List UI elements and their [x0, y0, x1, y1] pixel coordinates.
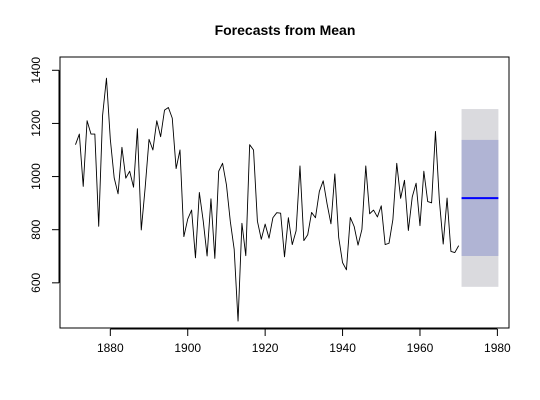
plot-frame: [59, 56, 510, 329]
y-tick-label-800: 800: [29, 219, 43, 239]
series-line-0: [75, 77, 460, 322]
y-tick-label-1000: 1000: [29, 163, 43, 190]
y-tick-label-600: 600: [29, 273, 43, 293]
x-tick-label-1980: 1980: [484, 341, 511, 355]
x-tick-label-1900: 1900: [174, 341, 201, 355]
x-tick-label-1940: 1940: [329, 341, 356, 355]
y-tick-label-1200: 1200: [29, 110, 43, 137]
x-tick-label-1960: 1960: [407, 341, 434, 355]
y-tick-label-1400: 1400: [29, 57, 43, 84]
chart-title: Forecasts from Mean: [215, 22, 356, 38]
x-tick-label-1920: 1920: [252, 341, 279, 355]
x-tick-label-1880: 1880: [97, 341, 124, 355]
plot-area: 1880 1900 1920 1940 1960 1980 600 800 1000 1200 14…: [29, 56, 511, 355]
